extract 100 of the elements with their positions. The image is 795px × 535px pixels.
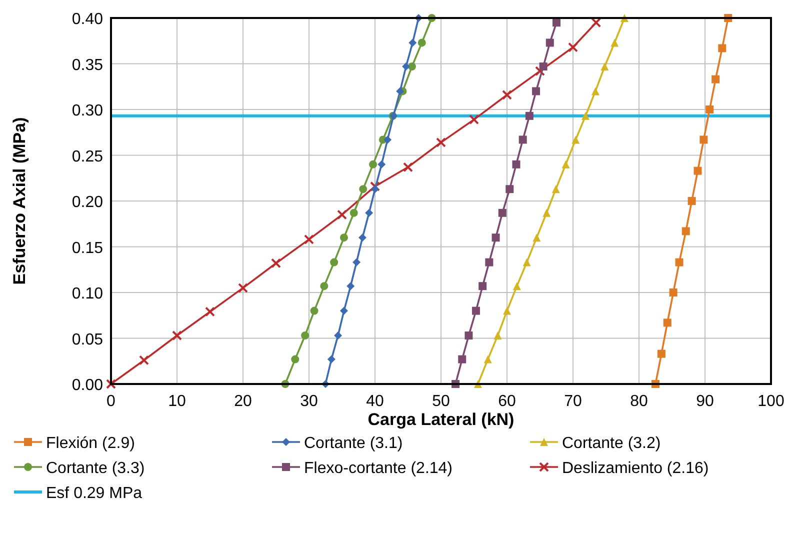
point [568, 42, 578, 52]
point [402, 62, 410, 70]
point [369, 160, 378, 168]
point [669, 288, 678, 296]
point [371, 185, 379, 194]
y-tick-label: 0.25 [72, 148, 104, 166]
point [539, 62, 548, 70]
x-axis-title: Carga Lateral (kN) [368, 410, 514, 429]
y-tick-label: 0.15 [72, 240, 104, 257]
point [464, 332, 473, 340]
point [350, 208, 358, 217]
point [492, 234, 500, 242]
legend-label: Flexión (2.9) [46, 435, 135, 452]
x-tick-label: 60 [498, 393, 516, 410]
x-tick-label: 30 [300, 393, 318, 410]
point [408, 62, 416, 70]
point [546, 38, 554, 47]
point [365, 208, 374, 217]
point [396, 87, 404, 96]
point [506, 185, 514, 194]
legend-label: Deslizamiento (2.16) [562, 460, 709, 477]
point [532, 87, 540, 96]
point [494, 332, 502, 340]
point [610, 38, 619, 47]
y-tick-label: 0.35 [72, 56, 104, 74]
point [694, 166, 702, 175]
point [502, 90, 512, 100]
point [503, 306, 511, 315]
point [552, 18, 560, 27]
point [337, 210, 347, 220]
point [238, 282, 248, 293]
point [591, 18, 602, 28]
point [370, 181, 380, 192]
point [525, 112, 534, 120]
point [472, 306, 480, 315]
point [675, 258, 684, 266]
point [600, 62, 609, 70]
point [582, 112, 590, 120]
point [682, 227, 690, 236]
point [334, 332, 342, 340]
point [562, 160, 570, 168]
x-tick-label: 20 [234, 393, 252, 410]
x-tick-label: 40 [366, 393, 384, 410]
x-tick-label: 50 [432, 393, 450, 410]
point [663, 318, 672, 327]
point [384, 136, 392, 144]
point [436, 137, 446, 148]
y-tick-label: 0.30 [72, 102, 104, 120]
point [310, 306, 318, 315]
y-tick-label: 0.05 [72, 331, 104, 348]
point [330, 258, 338, 266]
x-tick-label: 100 [758, 393, 784, 410]
point [418, 38, 426, 47]
point [535, 66, 545, 76]
legend-label: Esf 0.29 MPa [46, 485, 142, 502]
point [522, 258, 531, 266]
point [358, 234, 366, 242]
point [572, 136, 580, 144]
point [498, 208, 506, 217]
point [340, 234, 348, 242]
point [552, 185, 560, 194]
point [532, 234, 541, 242]
point [139, 355, 149, 366]
point [359, 185, 368, 194]
point [291, 355, 300, 364]
legend-label: Flexo-cortante (2.14) [304, 460, 453, 477]
point [512, 282, 521, 290]
point [518, 136, 527, 144]
y-tick-label: 0.20 [72, 194, 104, 211]
point [408, 38, 417, 47]
legend-label: Cortante (3.2) [562, 435, 661, 452]
point [172, 330, 182, 341]
point [352, 258, 361, 266]
point [320, 282, 328, 290]
point [591, 87, 600, 96]
y-tick-label: 0.00 [72, 377, 104, 394]
point [485, 258, 494, 266]
point [378, 160, 386, 168]
point [469, 114, 479, 125]
point [346, 282, 355, 290]
point [271, 258, 281, 268]
x-tick-label: 70 [564, 393, 582, 410]
point [688, 197, 696, 205]
legend-label: Cortante (3.3) [46, 460, 145, 477]
point [304, 234, 314, 244]
point [340, 306, 348, 315]
point [712, 75, 720, 84]
point [106, 379, 116, 389]
x-tick-label: 90 [696, 393, 714, 410]
y-tick-label: 0.40 [72, 11, 104, 28]
point [512, 160, 520, 168]
point [700, 136, 708, 144]
point [478, 282, 487, 290]
point [718, 44, 726, 52]
point [301, 332, 310, 340]
point [542, 208, 551, 217]
point [706, 106, 714, 114]
point [327, 355, 336, 364]
point [205, 306, 215, 317]
x-tick-label: 10 [168, 393, 186, 410]
